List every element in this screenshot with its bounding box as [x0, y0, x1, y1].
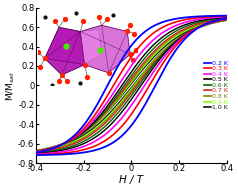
- Legend: 0.2 K, 0.3 K, 0.4 K, 0.5 K, 0.6 K, 0.7 K, 0.8 K, 0.9 K, 1.0 K: 0.2 K, 0.3 K, 0.4 K, 0.5 K, 0.6 K, 0.7 K…: [204, 61, 228, 110]
- Y-axis label: M/M$_{sat}$: M/M$_{sat}$: [4, 70, 17, 101]
- X-axis label: H / T: H / T: [119, 175, 144, 185]
